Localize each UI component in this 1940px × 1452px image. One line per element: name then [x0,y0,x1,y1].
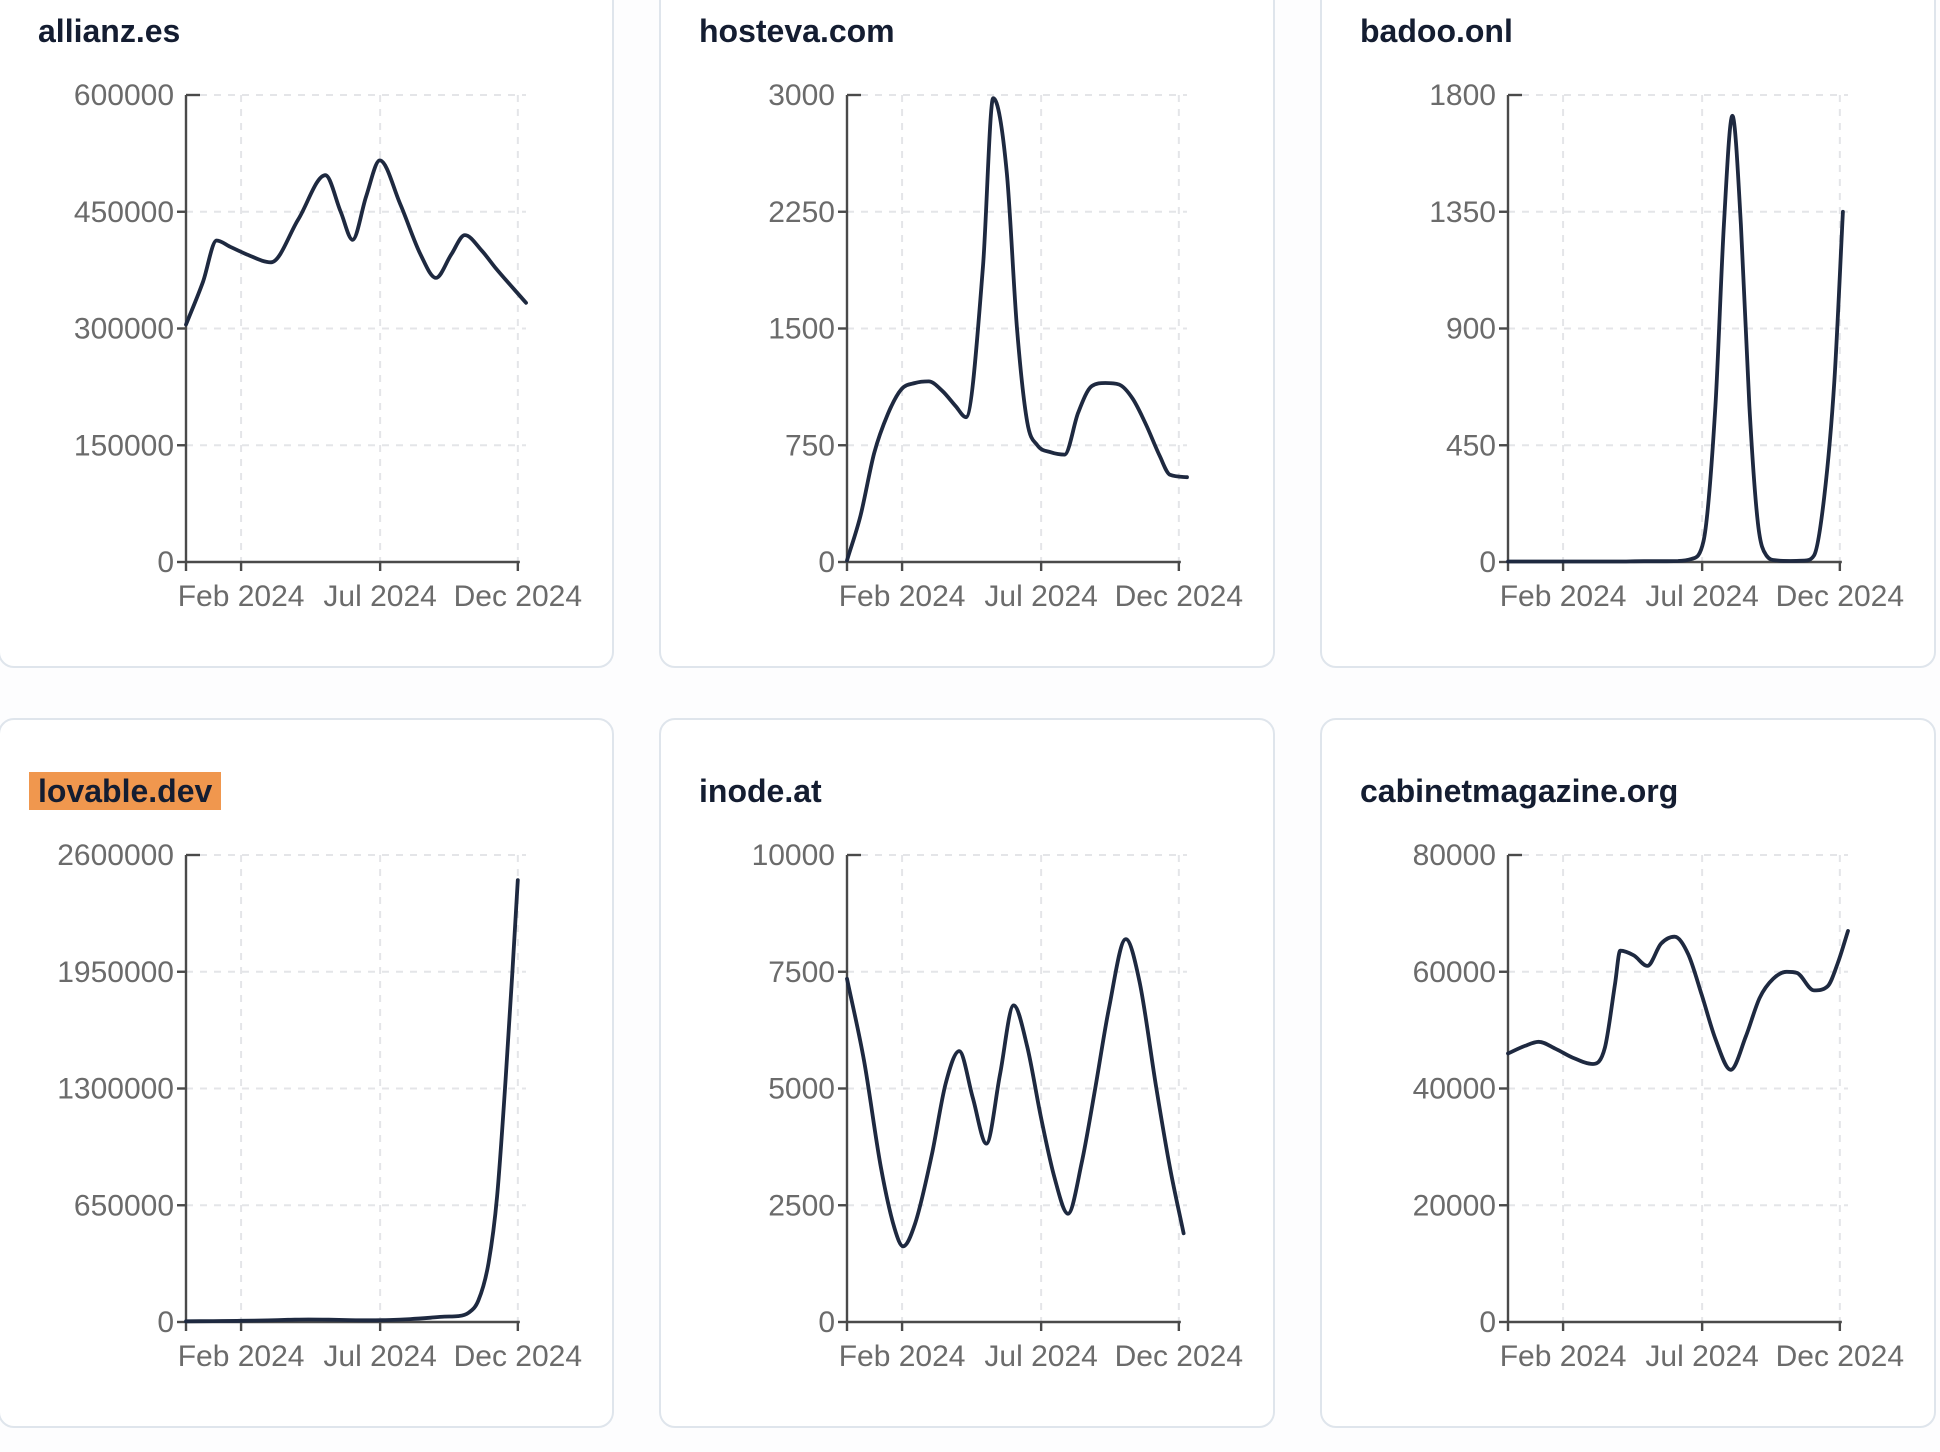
domain-card[interactable]: allianz.es 0 150000 300000 450000 600000 Feb … [0,0,614,668]
domain-card[interactable]: cabinetmagazine.org 0 20000 40000 60000 8000… [1320,718,1936,1428]
y-tick-label: 0 [1479,1306,1496,1339]
domain-title: lovable.dev [29,772,222,810]
x-tick-label: Dec 2024 [454,1340,582,1373]
x-tick-label: Dec 2024 [1115,580,1243,613]
y-tick-label: 450 [1446,429,1496,462]
x-tick-label: Jul 2024 [323,1340,436,1373]
x-tick-label: Dec 2024 [454,580,582,613]
y-tick-label: 650000 [74,1189,174,1222]
y-tick-label: 2600000 [57,839,174,872]
y-tick-label: 450000 [74,196,174,229]
x-tick-label: Dec 2024 [1115,1340,1243,1373]
domain-title-text: allianz.es [38,13,181,49]
y-tick-label: 1800 [1429,79,1496,112]
x-tick-label: Jul 2024 [323,580,436,613]
y-tick-label: 600000 [74,79,174,112]
y-tick-label: 5000 [768,1073,835,1106]
series-line [845,937,1186,1249]
y-tick-label: 60000 [1413,956,1496,989]
y-tick-label: 1350 [1429,196,1496,229]
line-chart: 0 150000 300000 450000 600000 Feb 2024 Jul 202… [74,79,582,613]
line-chart: 0 750 1500 2250 3000 Feb 2024 Jul 2024 Dec 2024 [768,79,1243,613]
y-tick-label: 750 [785,429,835,462]
series-line [1506,929,1850,1072]
domain-title-text: lovable.dev [29,772,222,810]
x-tick-label: Jul 2024 [1645,1340,1758,1373]
x-tick-label: Feb 2024 [839,580,966,613]
domain-title: badoo.onl [1360,14,1513,48]
y-tick-label: 1950000 [57,956,174,989]
y-tick-label: 900 [1446,313,1496,346]
series-line [845,96,1189,563]
domain-card[interactable]: badoo.onl 0 450 900 1350 1800 Feb 2024 Jul 202… [1320,0,1936,668]
series-line [184,878,520,1324]
domain-title-text: cabinetmagazine.org [1360,773,1679,809]
y-tick-label: 20000 [1413,1189,1496,1222]
series-line [184,158,528,327]
y-tick-label: 0 [1479,546,1496,579]
x-tick-label: Jul 2024 [984,580,1097,613]
domain-title-text: inode.at [699,773,822,809]
domain-title: cabinetmagazine.org [1360,774,1678,808]
x-tick-label: Feb 2024 [1500,580,1627,613]
domain-title: allianz.es [38,14,180,48]
x-tick-label: Feb 2024 [839,1340,966,1373]
y-tick-label: 150000 [74,429,174,462]
line-chart: 0 650000 1300000 1950000 2600000 Feb 2024 Jul … [57,839,582,1373]
x-tick-label: Feb 2024 [1500,1340,1627,1373]
y-tick-label: 0 [818,546,835,579]
domain-title-text: hosteva.com [699,13,895,49]
domain-title: hosteva.com [699,14,895,48]
y-tick-label: 0 [157,546,174,579]
y-tick-label: 2250 [768,196,835,229]
domain-card[interactable]: lovable.dev 0 650000 1300000 1950000 2600000… [0,718,614,1428]
line-chart: 0 2500 5000 7500 10000 Feb 2024 Jul 2024 Dec 20… [752,839,1243,1373]
x-tick-label: Feb 2024 [178,580,305,613]
y-tick-label: 10000 [752,839,835,872]
x-tick-label: Dec 2024 [1776,1340,1904,1373]
domain-card[interactable]: inode.at 0 2500 5000 7500 10000 Feb 2024 Jul 2… [659,718,1275,1428]
x-tick-label: Feb 2024 [178,1340,305,1373]
domain-title: inode.at [699,774,822,808]
y-tick-label: 80000 [1413,839,1496,872]
line-chart: 0 450 900 1350 1800 Feb 2024 Jul 2024 Dec 2024 [1429,79,1904,613]
y-tick-label: 0 [157,1306,174,1339]
y-tick-label: 300000 [74,313,174,346]
y-tick-label: 3000 [768,79,835,112]
y-tick-label: 1300000 [57,1073,174,1106]
y-tick-label: 1500 [768,313,835,346]
y-tick-label: 40000 [1413,1073,1496,1106]
domain-card[interactable]: hosteva.com 0 750 1500 2250 3000 Feb 2024 Jul … [659,0,1275,668]
y-tick-label: 7500 [768,956,835,989]
x-tick-label: Dec 2024 [1776,580,1904,613]
x-tick-label: Jul 2024 [1645,580,1758,613]
domain-title-text: badoo.onl [1360,13,1513,49]
series-line [1506,113,1845,564]
x-tick-label: Jul 2024 [984,1340,1097,1373]
y-tick-label: 0 [818,1306,835,1339]
y-tick-label: 2500 [768,1189,835,1222]
line-chart: 0 20000 40000 60000 80000 Feb 2024 Jul 2024 Dec… [1413,839,1904,1373]
